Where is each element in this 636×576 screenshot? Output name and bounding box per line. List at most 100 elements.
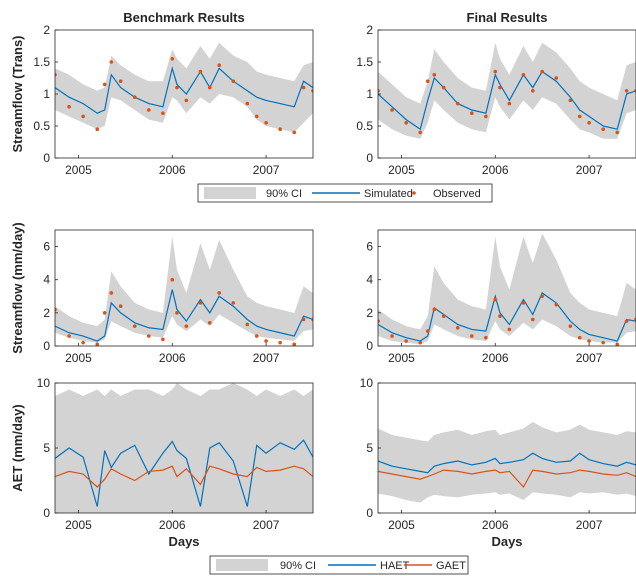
- observed-point: [390, 108, 394, 112]
- plot-area: [55, 236, 313, 346]
- observed-point: [264, 121, 268, 125]
- observed-point: [95, 342, 100, 346]
- y-tick-label: 5: [366, 441, 373, 455]
- observed-point: [484, 335, 488, 340]
- observed-point: [484, 114, 488, 119]
- y-tick-label: 4: [366, 273, 373, 287]
- y-tick-label: 1: [366, 87, 373, 101]
- simulated-line: [55, 289, 313, 342]
- observed-point: [554, 302, 559, 307]
- x-tick-label: 2007: [576, 518, 603, 532]
- observed-point: [231, 79, 236, 83]
- observed-point: [470, 111, 474, 115]
- panel-title: Final Results: [467, 10, 548, 25]
- observed-point: [208, 321, 212, 325]
- observed-point: [245, 101, 250, 106]
- observed-point: [554, 76, 559, 80]
- x-axis-label: Days: [168, 534, 199, 549]
- observed-point: [521, 73, 526, 77]
- observed-point: [301, 85, 306, 90]
- simulated-line: [55, 66, 313, 114]
- observed-point: [601, 340, 605, 345]
- y-tick-label: 2: [366, 306, 373, 320]
- y-tick-label: 1: [43, 87, 50, 101]
- simulated-line: [378, 70, 636, 131]
- observed-point: [568, 324, 573, 328]
- observed-point: [301, 317, 306, 322]
- gaet-line: [55, 465, 313, 488]
- y-tick-label: 4: [43, 273, 50, 287]
- observed-point: [624, 319, 629, 323]
- observed-point: [441, 314, 446, 318]
- observed-point: [470, 334, 474, 338]
- observed-point: [184, 324, 189, 328]
- y-tick-label: 0.5: [356, 119, 373, 133]
- y-tick-label: 1.5: [33, 55, 50, 69]
- observed-point: [161, 111, 165, 115]
- x-tick-label: 2007: [253, 163, 280, 177]
- axes-box: [54, 229, 314, 347]
- observed-point: [175, 311, 179, 315]
- x-tick-label: 2005: [388, 163, 415, 177]
- y-tick-label: 6: [43, 240, 50, 254]
- y-tick-label: 0: [366, 151, 373, 165]
- observed-point: [292, 130, 297, 135]
- y-tick-label: 0: [43, 506, 50, 520]
- y-tick-label: 2: [366, 23, 373, 37]
- observed-point: [264, 339, 268, 343]
- observed-point: [531, 317, 535, 322]
- x-tick-label: 2006: [482, 518, 509, 532]
- observed-point: [245, 322, 250, 327]
- observed-point: [531, 89, 535, 93]
- plot-area: [55, 383, 313, 513]
- observed-point: [425, 329, 430, 333]
- panel-3: 0 2 4 6 2005 2006 2007 Streamflow (mm/day): [10, 222, 314, 365]
- y-axis-label: AET (mm/day): [10, 404, 25, 491]
- observed-point: [217, 63, 221, 67]
- observed-point: [102, 82, 107, 87]
- observed-point: [278, 127, 282, 131]
- observed-point: [109, 60, 114, 64]
- observed-point: [109, 291, 114, 295]
- ci-band: [378, 233, 636, 345]
- observed-point: [254, 334, 259, 338]
- observed-point: [311, 89, 313, 93]
- observed-point: [81, 114, 85, 119]
- observed-point: [311, 317, 313, 322]
- y-axis-label: Streamflow (Trans): [10, 35, 25, 152]
- observed-point: [118, 304, 123, 309]
- y-tick-label: 10: [360, 376, 374, 390]
- x-tick-label: 2005: [388, 518, 415, 532]
- panel-2: 0 0.5 1 1.5 2 2005 2006 2007 Final Results: [356, 10, 636, 177]
- panel-title: Benchmark Results: [123, 10, 244, 25]
- legend-streamflow: 90% CI Simulated Observed: [197, 183, 493, 203]
- observed-point: [147, 108, 151, 112]
- simulated-line: [378, 292, 636, 342]
- observed-point: [55, 73, 57, 77]
- x-tick-label: 2006: [159, 163, 186, 177]
- y-tick-label: 1.5: [356, 55, 373, 69]
- plot-area: [55, 42, 313, 135]
- observed-point: [378, 319, 380, 323]
- observed-point: [540, 69, 544, 74]
- observed-point: [161, 337, 165, 342]
- observed-point: [170, 277, 175, 282]
- ci-band: [55, 383, 313, 513]
- x-tick-label: 2007: [576, 351, 603, 365]
- y-tick-label: 5: [43, 441, 50, 455]
- observed-point: [81, 340, 85, 345]
- observed-point: [254, 114, 259, 119]
- x-tick-label: 2007: [253, 518, 280, 532]
- observed-point: [507, 101, 512, 106]
- observed-point: [615, 342, 620, 346]
- panel-1: 0 0.5 1 1.5 2 2005 2006 2007 Benchmark Results St…: [10, 10, 314, 177]
- observed-point: [498, 85, 502, 90]
- observed-point: [278, 340, 282, 345]
- gaet-line: [378, 469, 636, 489]
- y-tick-label: 0: [43, 151, 50, 165]
- observed-point: [208, 85, 212, 90]
- observed-point: [55, 307, 57, 312]
- y-tick-label: 0: [366, 506, 373, 520]
